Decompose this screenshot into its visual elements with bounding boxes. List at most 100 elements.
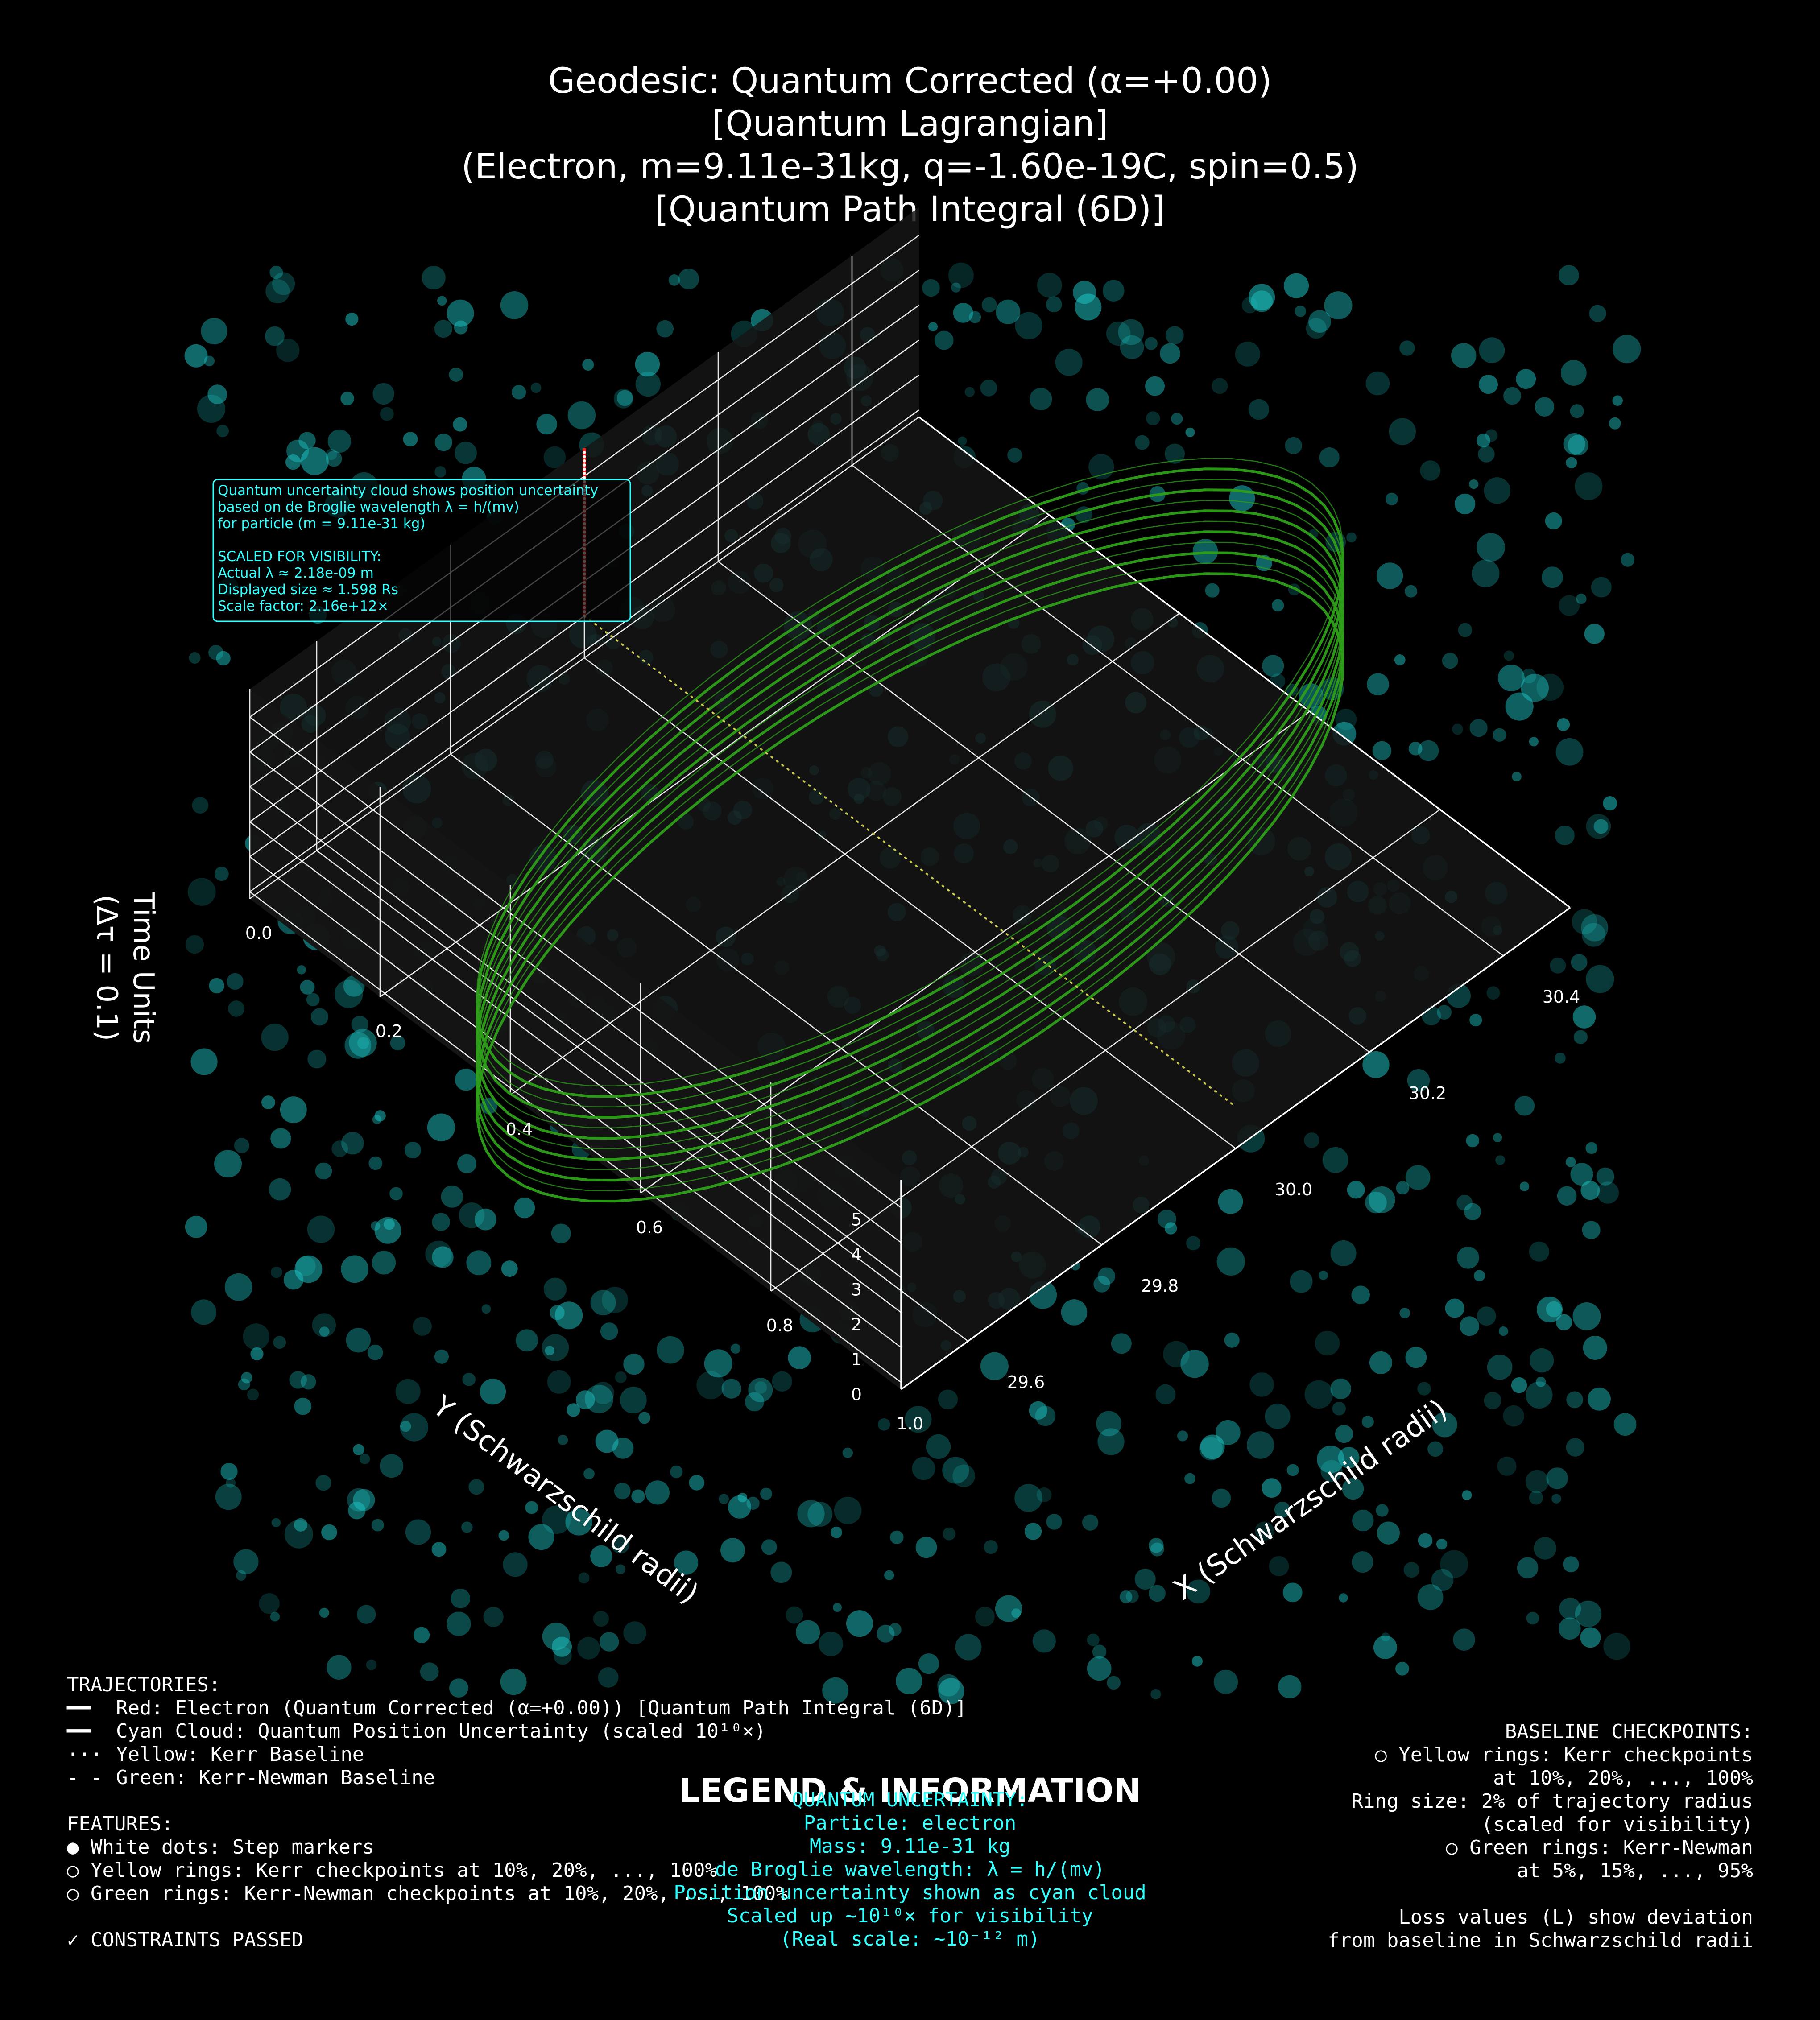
cloud-particle <box>582 359 594 371</box>
cloud-particle <box>367 1344 383 1360</box>
cloud-particle <box>980 380 997 397</box>
cloud-particle <box>1521 673 1549 702</box>
info-box-line: based on de Broglie wavelength λ = h/(mv… <box>218 499 519 515</box>
cloud-particle <box>746 1496 760 1510</box>
cloud-particle <box>453 417 467 432</box>
cloud-particle <box>1582 923 1606 947</box>
cloud-particle <box>326 449 337 460</box>
cloud-particle <box>890 1530 904 1544</box>
cloud-particle <box>1512 772 1522 781</box>
cloud-particle <box>319 1326 330 1337</box>
grid-line-z-left <box>249 716 902 1208</box>
cloud-particle <box>1092 1644 1107 1659</box>
cloud-particle <box>201 318 228 345</box>
cloud-particle <box>413 1627 430 1643</box>
cloud-particle <box>1118 319 1144 345</box>
trajectory-entry: Red: Electron (Quantum Corrected (α=+0.0… <box>116 1697 967 1719</box>
cloud-particle <box>1495 1155 1506 1165</box>
cloud-particle <box>678 269 699 289</box>
x-tick-label: 30.4 <box>1543 987 1580 1007</box>
cloud-particle <box>1584 624 1605 644</box>
cloud-particle <box>315 1475 331 1491</box>
cloud-particle <box>1171 413 1183 425</box>
cloud-particle <box>1503 387 1521 405</box>
cloud-particle <box>1330 1378 1351 1399</box>
cloud-particle <box>389 1187 403 1201</box>
orbit-ring <box>476 551 1344 1182</box>
cloud-particle <box>226 1478 236 1488</box>
cloud-particle <box>1149 1538 1164 1553</box>
cloud-particle <box>1609 417 1621 430</box>
cloud-particle <box>1205 583 1220 598</box>
cloud-particle <box>1381 1632 1390 1642</box>
cloud-particle <box>1306 318 1327 339</box>
cloud-particle <box>1469 719 1488 737</box>
cloud-particle <box>1484 477 1511 504</box>
cloud-particle <box>1246 1431 1274 1459</box>
cloud-particle <box>1427 1441 1444 1457</box>
cloud-particle <box>1119 1590 1133 1603</box>
cloud-particle <box>265 326 285 346</box>
constraints-status: ✓ CONSTRAINTS PASSED <box>67 1929 303 1951</box>
cloud-particle <box>1568 435 1588 456</box>
cloud-particle <box>207 384 228 405</box>
cloud-particle <box>351 1016 368 1033</box>
cloud-particle <box>543 1277 567 1301</box>
cloud-particle <box>1472 559 1500 587</box>
cloud-particle <box>1469 1014 1482 1027</box>
cloud-particle <box>1525 1470 1549 1493</box>
cloud-particle <box>289 1371 307 1389</box>
y-tick-label: 1.0 <box>897 1414 923 1433</box>
cloud-particle <box>1503 1405 1524 1427</box>
cloud-particle <box>1572 1005 1596 1029</box>
cloud-particle <box>645 1480 670 1505</box>
cloud-particle <box>1352 1551 1373 1573</box>
cloud-particle <box>721 1379 741 1399</box>
cloud-particle <box>434 434 452 451</box>
cloud-particle <box>1368 1186 1395 1213</box>
cloud-particle <box>668 274 680 286</box>
cloud-particle <box>896 1668 922 1694</box>
cloud-particle <box>404 1141 422 1159</box>
cloud-particle <box>1597 1181 1619 1204</box>
cloud-particle <box>1571 954 1588 971</box>
cloud-particle <box>1591 577 1612 598</box>
cloud-particle <box>1369 1351 1392 1374</box>
cloud-particle <box>380 407 394 421</box>
cloud-particle <box>1346 532 1357 543</box>
cloud-particle <box>1497 1456 1517 1476</box>
y-tick-label: 0.8 <box>766 1316 793 1335</box>
cloud-particle <box>1405 1347 1427 1368</box>
cloud-particle <box>525 1501 538 1514</box>
cloud-particle <box>1087 1656 1112 1681</box>
cloud-particle <box>1603 796 1617 811</box>
cloud-particle <box>371 1519 384 1532</box>
trajectory-entry: Yellow: Kerr Baseline <box>116 1743 364 1766</box>
trajectory-symbol: ━━ <box>66 1720 91 1743</box>
cloud-particle <box>1535 397 1555 417</box>
cloud-particle <box>349 1029 377 1057</box>
cloud-particle <box>1550 958 1566 974</box>
cloud-particle <box>1163 1341 1190 1367</box>
cloud-particle <box>1497 665 1525 691</box>
cloud-particle <box>730 1343 741 1354</box>
cloud-particle <box>366 1659 377 1670</box>
checkpoint-info-line: BASELINE CHECKPOINTS: <box>1505 1720 1753 1743</box>
cloud-particle <box>272 272 295 295</box>
cloud-particle <box>934 330 954 350</box>
cloud-particle <box>420 1662 439 1681</box>
cloud-particle <box>374 1110 386 1122</box>
cloud-particle <box>593 1611 609 1627</box>
cloud-particle <box>918 1653 939 1674</box>
cloud-particle <box>1570 404 1584 418</box>
cloud-particle <box>514 1197 535 1219</box>
cloud-particle <box>953 303 973 323</box>
cloud-particle <box>1037 273 1062 298</box>
trajectory-entry: Cyan Cloud: Quantum Position Uncertainty… <box>116 1720 766 1743</box>
cloud-particle <box>558 1434 568 1445</box>
checkpoint-info-line: at 10%, 20%, ..., 100% <box>1493 1767 1753 1789</box>
cloud-particle <box>877 1624 895 1643</box>
cloud-particle <box>1347 1181 1365 1199</box>
cloud-particle <box>1551 1494 1561 1504</box>
cloud-particle <box>748 1378 773 1403</box>
